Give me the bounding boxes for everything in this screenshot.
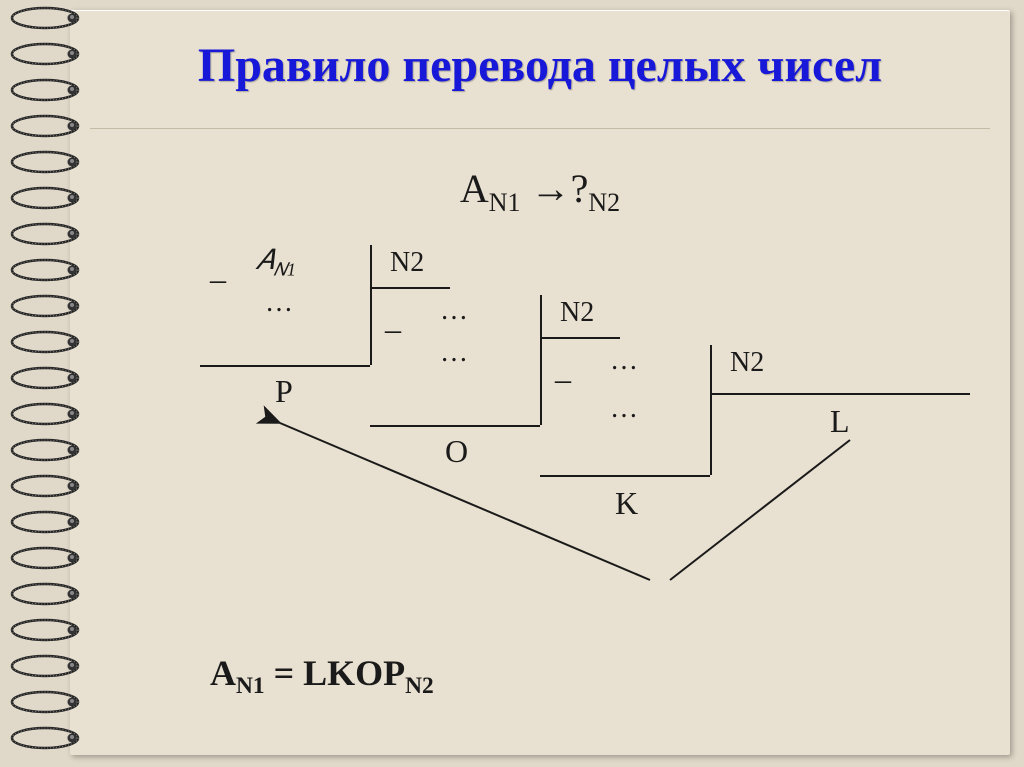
collection-arrows <box>200 245 980 605</box>
formula-A: A <box>460 166 489 211</box>
result-formula: AN1 = LKOPN2 <box>210 652 434 700</box>
formula-q: ? <box>571 166 589 211</box>
conversion-formula: AN1 →?N2 <box>70 165 1010 218</box>
result-rhs: LKOP <box>303 653 405 693</box>
page-title: Правило перевода целых чисел <box>70 38 1010 93</box>
result-lhs: A <box>210 653 236 693</box>
result-rhs-sub: N2 <box>405 673 434 699</box>
result-eq: = <box>265 653 304 693</box>
result-lhs-sub: N1 <box>236 673 265 699</box>
formula-sub2: N2 <box>588 188 620 217</box>
formula-sub1: N1 <box>489 188 521 217</box>
slide-content: Правило перевода целых чисел AN1 →?N2 _ … <box>70 10 1010 755</box>
long-division-diagram: _ 𝐴𝑁1 … N2 P _ … … N2 O _ … … N2 K L <box>200 245 950 595</box>
spiral-binding <box>0 0 105 767</box>
formula-arrow: → <box>531 166 571 211</box>
title-underline <box>90 128 990 129</box>
